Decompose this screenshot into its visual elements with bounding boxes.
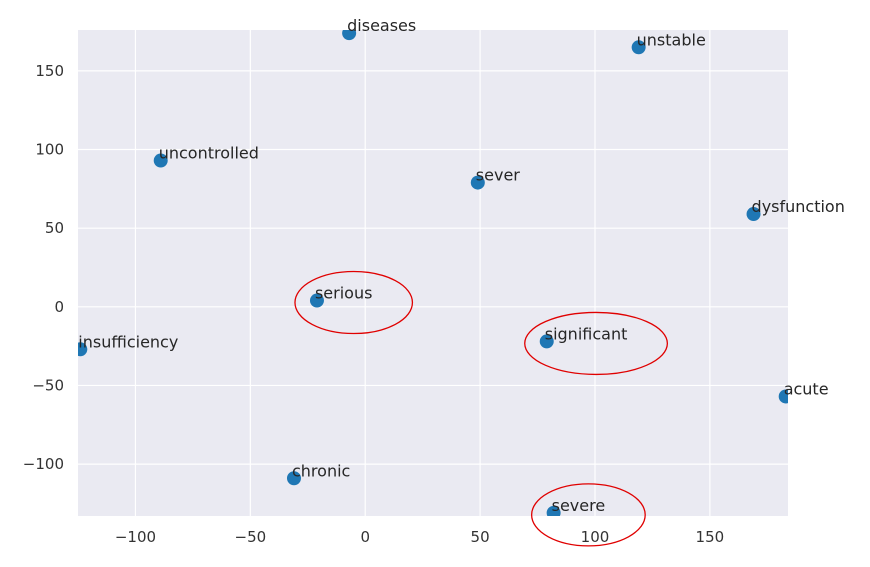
x-tick-label: 50 bbox=[471, 528, 490, 546]
point-label-unstable: unstable bbox=[637, 30, 706, 49]
point-chronic bbox=[286, 471, 301, 486]
tick-labels: −100 −50 0 50 100 150 150 100 50 0 −50 −100 bbox=[23, 62, 724, 546]
point-unstable bbox=[631, 40, 646, 55]
point-label-sever: sever bbox=[476, 166, 520, 185]
point-diseases bbox=[342, 30, 357, 41]
point-severe bbox=[546, 505, 561, 516]
point-serious bbox=[309, 293, 324, 308]
point-label-dysfunction: dysfunction bbox=[752, 197, 845, 216]
point-label-significant: significant bbox=[545, 324, 628, 343]
highlight-rings bbox=[294, 270, 669, 547]
y-tick-label: −100 bbox=[23, 455, 64, 473]
highlight-ring-severe bbox=[530, 483, 646, 547]
point-acute bbox=[778, 389, 788, 404]
plot-area bbox=[78, 30, 788, 516]
x-tick-label: −50 bbox=[235, 528, 267, 546]
x-tick-label: −100 bbox=[115, 528, 156, 546]
point-label-insufficiency: insufficiency bbox=[78, 332, 178, 351]
x-tick-label: 150 bbox=[696, 528, 725, 546]
highlight-ring-serious bbox=[294, 270, 414, 335]
highlight-ring-significant bbox=[524, 311, 669, 376]
gridlines bbox=[78, 30, 788, 516]
point-significant bbox=[539, 334, 554, 349]
point-label-severe: severe bbox=[552, 496, 606, 515]
point-dysfunction bbox=[746, 207, 761, 222]
x-tick-label: 0 bbox=[360, 528, 370, 546]
y-tick-label: 0 bbox=[54, 298, 64, 316]
point-label-diseases: diseases bbox=[347, 16, 416, 35]
point-labels: diseases unstable uncontrolled sever dysfunc… bbox=[78, 16, 845, 515]
y-tick-label: 100 bbox=[35, 141, 64, 159]
y-tick-label: −50 bbox=[32, 376, 64, 394]
point-insufficiency bbox=[78, 342, 88, 357]
x-tick-label: 100 bbox=[581, 528, 610, 546]
data-points bbox=[78, 30, 788, 516]
point-label-serious: serious bbox=[315, 284, 372, 303]
point-sever bbox=[470, 175, 485, 190]
y-tick-label: 50 bbox=[45, 219, 64, 237]
point-label-chronic: chronic bbox=[292, 461, 350, 480]
y-tick-label: 150 bbox=[35, 62, 64, 80]
point-uncontrolled bbox=[153, 153, 168, 168]
point-label-acute: acute bbox=[784, 379, 829, 398]
point-label-uncontrolled: uncontrolled bbox=[159, 144, 259, 163]
